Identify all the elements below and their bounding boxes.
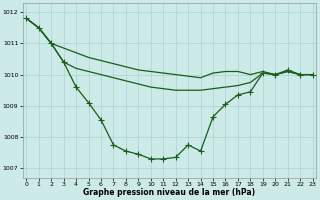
X-axis label: Graphe pression niveau de la mer (hPa): Graphe pression niveau de la mer (hPa) [84,188,256,197]
